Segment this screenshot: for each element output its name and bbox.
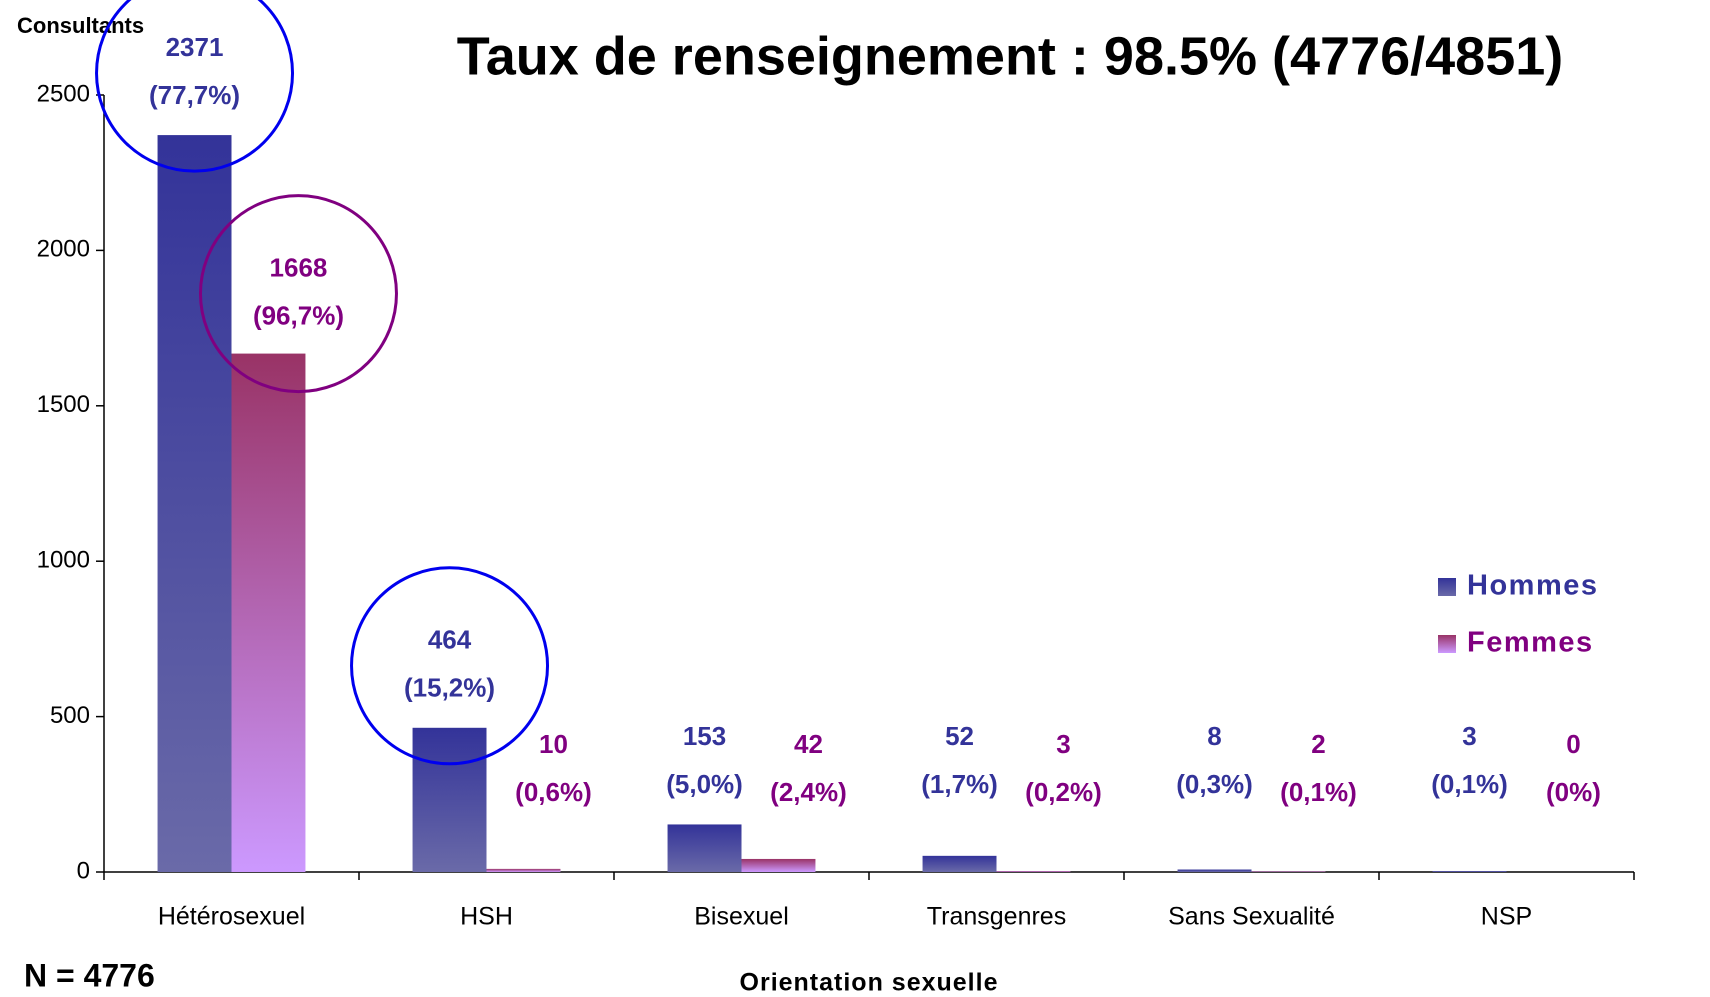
percent-label: (0,2%) [1025,777,1102,807]
data-label: 1668 [270,252,328,282]
highlight-circle [95,0,294,173]
percent-label: (1,7%) [921,769,998,799]
y-tick-label: 1000 [37,547,90,574]
y-tick-label: 500 [50,702,90,729]
x-axis-label: Orientation sexuelle [740,969,999,997]
bar [922,855,997,872]
x-tick-label: NSP [1481,903,1532,931]
percent-label: (0,3%) [1176,769,1253,799]
bar [1177,869,1252,872]
legend-label: Hommes [1467,570,1599,602]
percent-label: (77,7%) [149,80,240,110]
bar [412,727,487,872]
bar [667,824,742,872]
percent-label: (0%) [1546,777,1601,807]
percent-label: (0,1%) [1280,777,1357,807]
data-label: 2 [1311,729,1325,759]
bar [741,858,816,872]
y-axis-label: Consultants [17,13,144,38]
legend-label: Femmes [1467,627,1594,659]
percent-label: (2,4%) [770,777,847,807]
bar [1251,871,1326,872]
x-tick-label: Bisexuel [694,903,789,931]
data-label: 52 [945,721,974,751]
bar [157,135,232,872]
y-tick-label: 0 [77,857,90,884]
data-label: 10 [539,729,568,759]
x-tick-label: Sans Sexualité [1168,903,1335,931]
chart-title: Taux de renseignement : 98.5% (4776/4851… [457,26,1564,86]
legend-swatch [1438,635,1456,653]
data-label: 3 [1462,721,1476,751]
data-label: 42 [794,729,823,759]
bar [1432,871,1507,872]
percent-label: (0,1%) [1431,769,1508,799]
data-label: 2371 [166,32,224,62]
data-label: 0 [1566,729,1580,759]
data-label: 3 [1056,729,1070,759]
percent-label: (96,7%) [253,300,344,330]
note: N = 4776 [24,957,155,993]
bar [231,353,306,873]
y-tick-label: 2500 [37,80,90,107]
x-tick-label: HSH [460,903,513,931]
bar [996,871,1071,872]
percent-label: (0,6%) [515,777,592,807]
x-tick-label: Transgenres [927,903,1066,931]
legend-swatch [1438,578,1456,596]
data-label: 8 [1207,721,1221,751]
y-tick-label: 1500 [37,391,90,418]
highlight-circle [198,194,398,394]
x-tick-label: Hétérosexuel [158,903,305,931]
percent-label: (5,0%) [666,769,743,799]
percent-label: (15,2%) [404,673,495,703]
data-label: 153 [683,721,726,751]
highlight-circle [350,566,550,766]
data-label: 464 [428,625,472,655]
bar [486,868,561,872]
y-tick-label: 2000 [37,236,90,263]
